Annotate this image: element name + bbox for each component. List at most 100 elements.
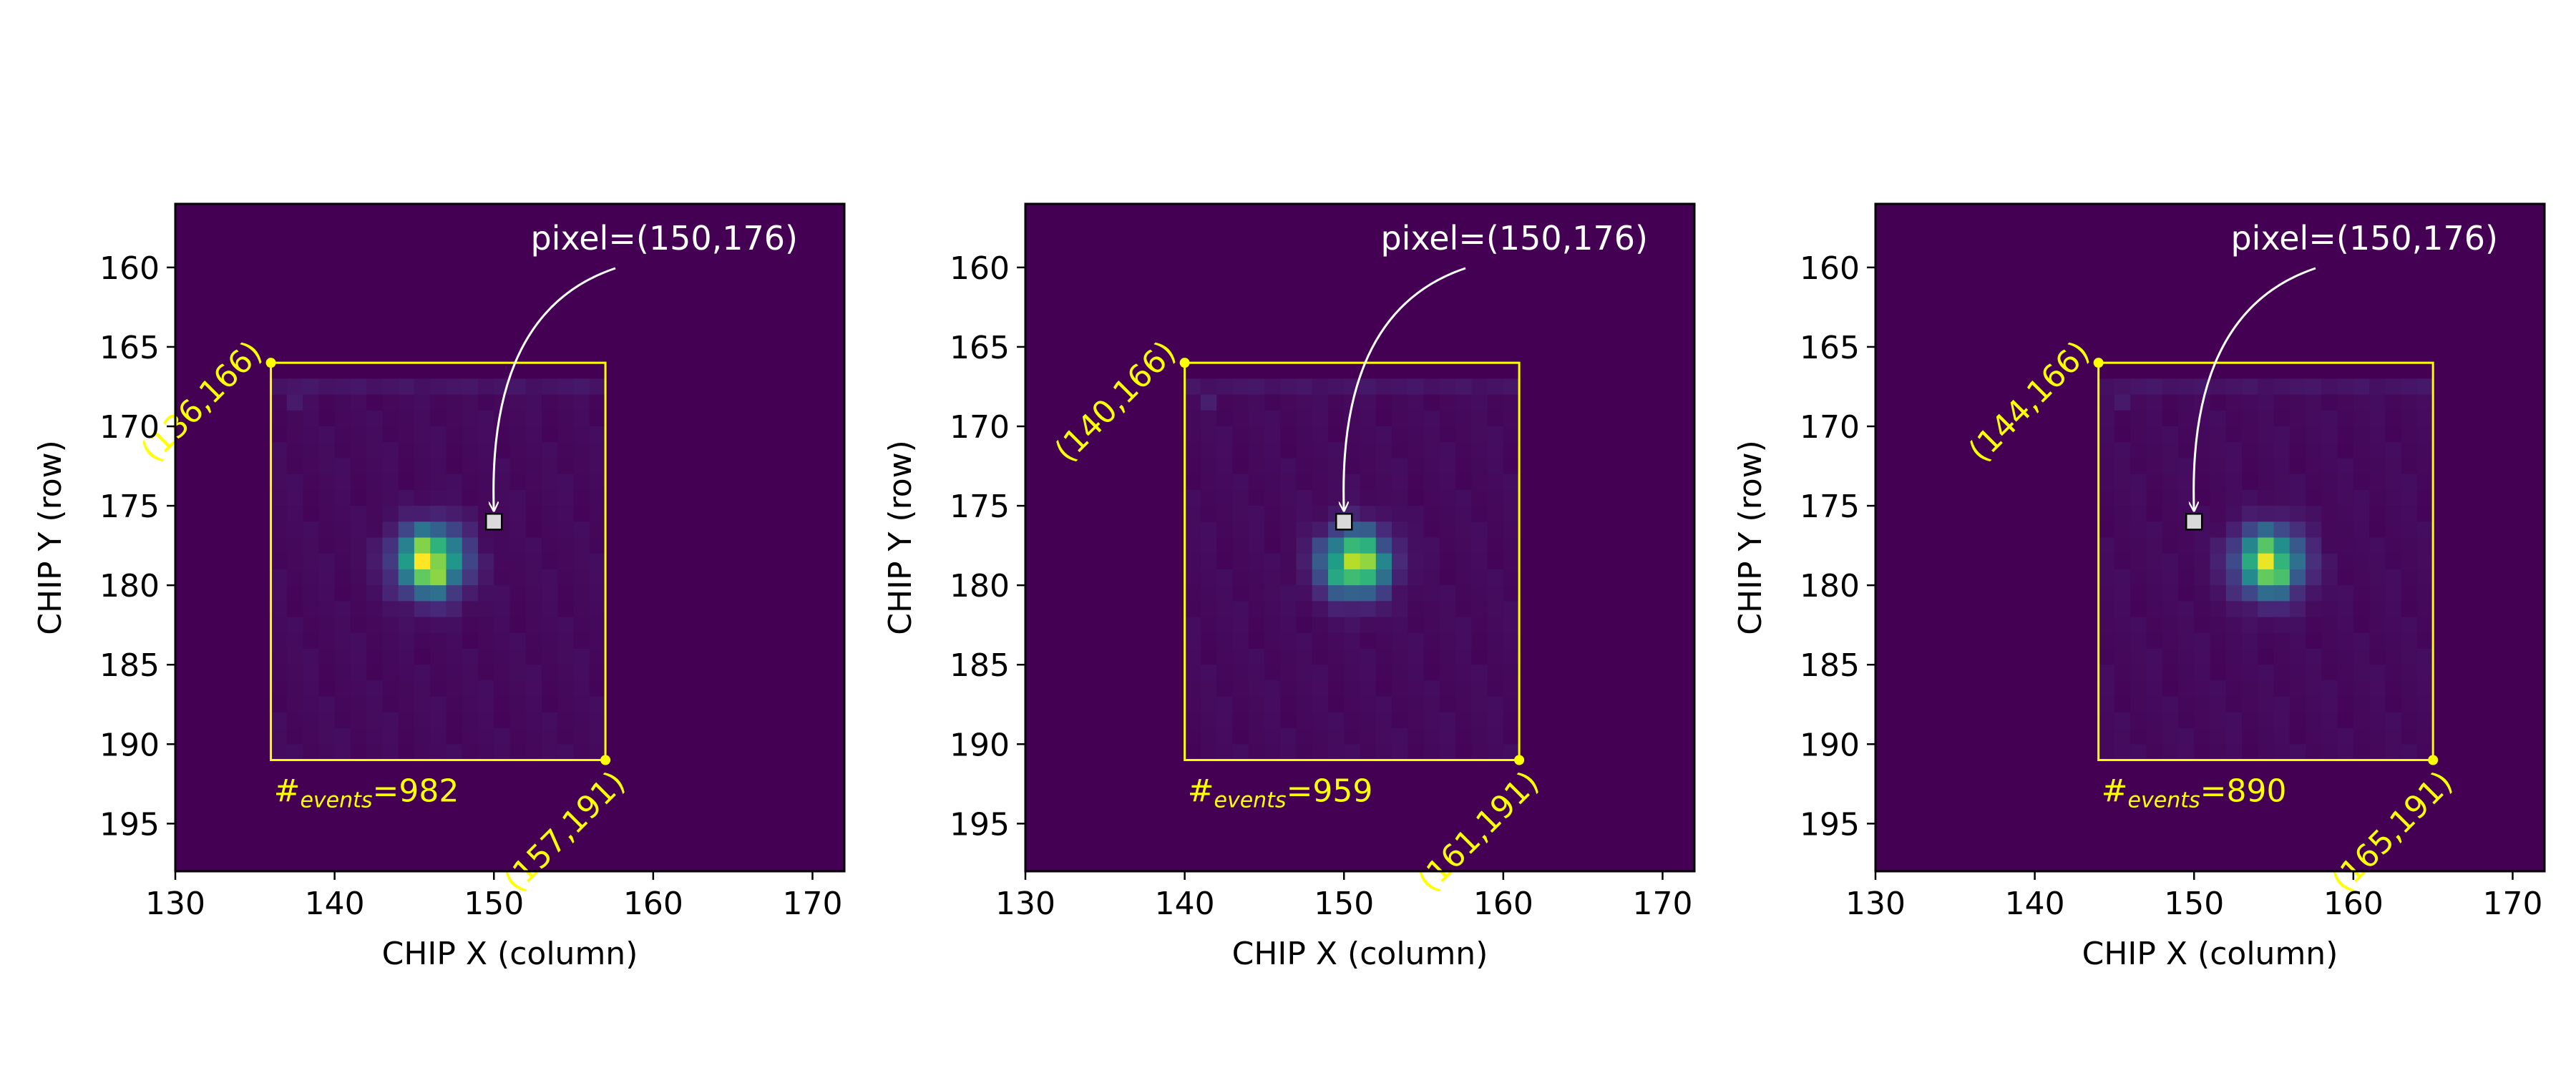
image-pixel xyxy=(1264,696,1281,713)
image-pixel xyxy=(1200,680,1217,697)
image-pixel xyxy=(557,506,575,522)
image-pixel xyxy=(2210,442,2227,459)
image-pixel xyxy=(2289,474,2306,491)
selection-box xyxy=(1184,361,1521,761)
image-pixel xyxy=(2258,585,2275,602)
image-pixel xyxy=(1503,378,1520,396)
image-pixel xyxy=(589,632,606,650)
image-pixel xyxy=(1455,410,1472,427)
image-pixel xyxy=(2146,696,2163,713)
image-pixel xyxy=(2194,680,2211,697)
image-pixel xyxy=(350,744,367,761)
image-pixel xyxy=(509,680,527,697)
image-pixel xyxy=(525,458,542,475)
image-pixel xyxy=(1375,649,1392,665)
image-pixel xyxy=(286,696,303,713)
image-pixel xyxy=(1232,442,1249,459)
image-pixel xyxy=(430,426,447,443)
image-pixel xyxy=(1232,632,1249,650)
image-pixel xyxy=(589,680,606,697)
image-pixel xyxy=(2416,426,2434,443)
image-pixel xyxy=(1280,585,1297,602)
image-pixel xyxy=(286,680,303,697)
image-pixel xyxy=(2306,617,2322,634)
image-pixel xyxy=(1407,601,1425,618)
image-pixel xyxy=(1327,585,1345,602)
image-pixel xyxy=(1487,410,1504,427)
image-pixel xyxy=(1327,569,1345,586)
image-pixel xyxy=(509,712,527,729)
image-pixel xyxy=(1375,680,1392,697)
image-pixel xyxy=(557,601,575,618)
y-tick-label: 175 xyxy=(99,489,160,525)
image-pixel xyxy=(430,632,447,650)
image-pixel xyxy=(382,458,399,475)
image-pixel xyxy=(2353,442,2370,459)
image-pixel xyxy=(303,744,319,761)
image-pixel xyxy=(2098,665,2115,682)
image-pixel xyxy=(525,744,542,761)
image-pixel xyxy=(2162,410,2179,427)
image-pixel xyxy=(1360,378,1377,396)
image-pixel xyxy=(2098,410,2115,427)
image-pixel xyxy=(430,378,447,396)
image-pixel xyxy=(2401,506,2418,522)
image-pixel xyxy=(477,744,494,761)
image-pixel xyxy=(1360,728,1377,745)
image-pixel xyxy=(542,649,558,665)
image-pixel xyxy=(1471,744,1488,761)
image-pixel xyxy=(2353,649,2370,665)
image-pixel xyxy=(1200,442,1217,459)
image-pixel xyxy=(462,712,479,729)
image-pixel xyxy=(2353,665,2370,682)
image-pixel xyxy=(2385,728,2402,745)
image-pixel xyxy=(398,617,415,634)
image-pixel xyxy=(382,680,399,697)
image-pixel xyxy=(2321,489,2338,506)
image-pixel xyxy=(525,601,542,618)
image-pixel xyxy=(398,696,415,713)
image-pixel xyxy=(430,712,447,729)
image-pixel xyxy=(366,506,384,522)
image-pixel xyxy=(525,569,542,586)
image-pixel xyxy=(477,712,494,729)
image-pixel xyxy=(477,537,494,554)
image-pixel xyxy=(1407,521,1425,539)
image-pixel xyxy=(557,696,575,713)
image-pixel xyxy=(1216,649,1234,665)
image-pixel xyxy=(2369,506,2386,522)
image-pixel xyxy=(1423,553,1440,570)
image-pixel xyxy=(1375,665,1392,682)
image-pixel xyxy=(1312,426,1329,443)
image-pixel xyxy=(2162,632,2179,650)
image-pixel xyxy=(494,537,511,554)
image-pixel xyxy=(1439,394,1456,411)
image-pixel xyxy=(557,378,575,396)
image-pixel xyxy=(477,553,494,570)
image-pixel xyxy=(1375,601,1392,618)
image-pixel xyxy=(1439,585,1456,602)
image-pixel xyxy=(2416,665,2434,682)
image-pixel xyxy=(2098,601,2115,618)
image-pixel xyxy=(1360,569,1377,586)
image-pixel xyxy=(1248,553,1265,570)
image-pixel xyxy=(446,410,463,427)
image-pixel xyxy=(1375,410,1392,427)
image-pixel xyxy=(2162,426,2179,443)
image-pixel xyxy=(509,728,527,745)
image-pixel xyxy=(525,712,542,729)
image-pixel xyxy=(1455,537,1472,554)
image-pixel xyxy=(2098,506,2115,522)
image-pixel xyxy=(1200,617,1217,634)
image-pixel xyxy=(2385,585,2402,602)
image-pixel xyxy=(2416,744,2434,761)
image-pixel xyxy=(1248,521,1265,539)
image-pixel xyxy=(350,394,367,411)
image-pixel xyxy=(573,521,590,539)
image-pixel xyxy=(2273,632,2290,650)
image-pixel xyxy=(2321,378,2338,396)
image-pixel xyxy=(2242,744,2258,761)
image-pixel xyxy=(2130,410,2147,427)
image-pixel xyxy=(1392,458,1408,475)
image-pixel xyxy=(446,394,463,411)
